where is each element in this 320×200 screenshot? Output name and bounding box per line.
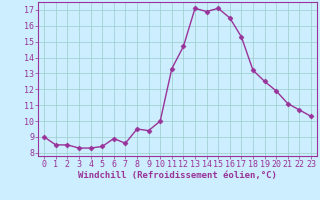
- X-axis label: Windchill (Refroidissement éolien,°C): Windchill (Refroidissement éolien,°C): [78, 171, 277, 180]
